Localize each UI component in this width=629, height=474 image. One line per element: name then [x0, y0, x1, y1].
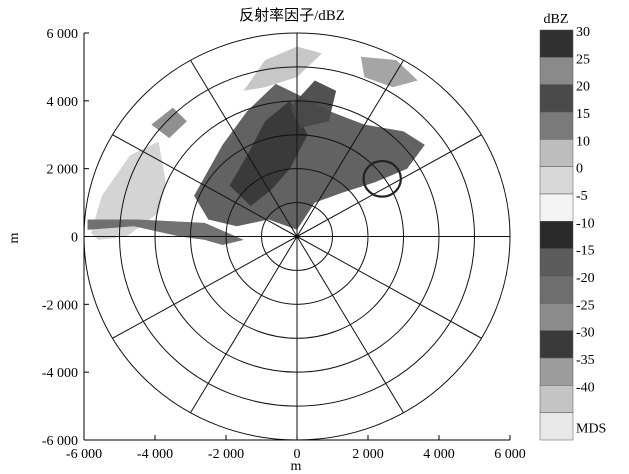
echo-region-6 [360, 56, 418, 88]
colorbar-label: -40 [576, 380, 595, 395]
colorbar: 30 25 20 15 10 0 -5 -10 -15 -20 -25 -30 -35 -40 MDS [539, 25, 606, 441]
y-tick-label: 6 000 [47, 27, 79, 42]
colorbar-swatch [539, 139, 574, 167]
colorbar-swatch [539, 248, 574, 277]
y-tick-label: 0 [71, 231, 78, 246]
colorbar-swatch [539, 412, 574, 441]
azimuth-spoke-330 [190, 60, 298, 237]
colorbar-swatch [539, 221, 574, 249]
azimuth-spoke-240 [112, 236, 298, 339]
echo-region-4 [289, 80, 337, 128]
colorbar-label: 15 [576, 107, 590, 122]
colorbar-label: 25 [576, 52, 590, 67]
echo-region-0 [91, 141, 166, 240]
colorbar-swatch [539, 29, 574, 58]
x-tick-label: -4 000 [137, 447, 173, 462]
y-tick-label: -6 000 [42, 434, 78, 449]
y-ticks: -6 000 -4 000 -2 000 0 2 000 4 000 6 000 [42, 27, 89, 449]
x-tick-label: 6 000 [494, 447, 526, 462]
azimuth-spoke-30 [296, 60, 404, 237]
colorbar-swatch [539, 357, 574, 386]
colorbar-label: -15 [576, 244, 595, 259]
chart-title: 反射率因子/dBZ [239, 7, 345, 24]
x-tick-label: -2 000 [208, 447, 244, 462]
echo-region-1 [87, 219, 244, 245]
colorbar-label: -10 [576, 216, 595, 231]
colorbar-swatch [539, 303, 574, 331]
colorbar-swatch [539, 193, 574, 222]
y-tick-label: 2 000 [47, 163, 79, 178]
echo-region-3 [229, 100, 308, 206]
colorbar-label: MDS [576, 422, 606, 437]
y-tick-label: -4 000 [42, 366, 78, 381]
colorbar-label: 10 [576, 134, 590, 149]
y-axis-label: m [7, 232, 22, 243]
echo-region-5 [243, 46, 322, 91]
colorbar-label: -20 [576, 271, 595, 286]
x-tick-label: -6 000 [66, 447, 102, 462]
colorbar-label: 30 [576, 25, 590, 40]
colorbar-swatch [539, 385, 574, 413]
x-axis-label: m [291, 459, 302, 474]
azimuth-spoke-60 [296, 134, 482, 237]
y-tick-label: -2 000 [42, 298, 78, 313]
colorbar-swatch [539, 275, 574, 304]
colorbar-label: 20 [576, 80, 590, 95]
colorbar-title: dBZ [544, 12, 569, 27]
colorbar-label: -25 [576, 298, 595, 313]
azimuth-spoke-150 [296, 236, 404, 413]
y-tick-label: 4 000 [47, 95, 79, 110]
azimuth-spoke-300 [112, 134, 298, 237]
colorbar-label: -30 [576, 326, 595, 341]
colorbar-swatch [539, 57, 574, 85]
echo-layer [87, 46, 425, 245]
colorbar-label: -35 [576, 353, 595, 368]
x-tick-label: 2 000 [352, 447, 384, 462]
colorbar-label: -5 [576, 189, 588, 204]
echo-region-7 [151, 107, 187, 139]
colorbar-swatch [539, 111, 574, 140]
colorbar-swatch [539, 330, 574, 359]
x-tick-label: 0 [294, 447, 301, 462]
colorbar-swatch [539, 166, 574, 195]
azimuth-spoke-120 [296, 236, 482, 339]
x-ticks: -6 000 -4 000 -2 000 0 2 000 4 000 6 000 [66, 435, 526, 462]
annotation-circle [362, 159, 402, 198]
colorbar-swatch [539, 84, 574, 113]
azimuth-spoke-210 [190, 236, 298, 413]
colorbar-label: 0 [576, 162, 583, 177]
plot-area [83, 32, 511, 441]
x-tick-label: 4 000 [423, 447, 455, 462]
